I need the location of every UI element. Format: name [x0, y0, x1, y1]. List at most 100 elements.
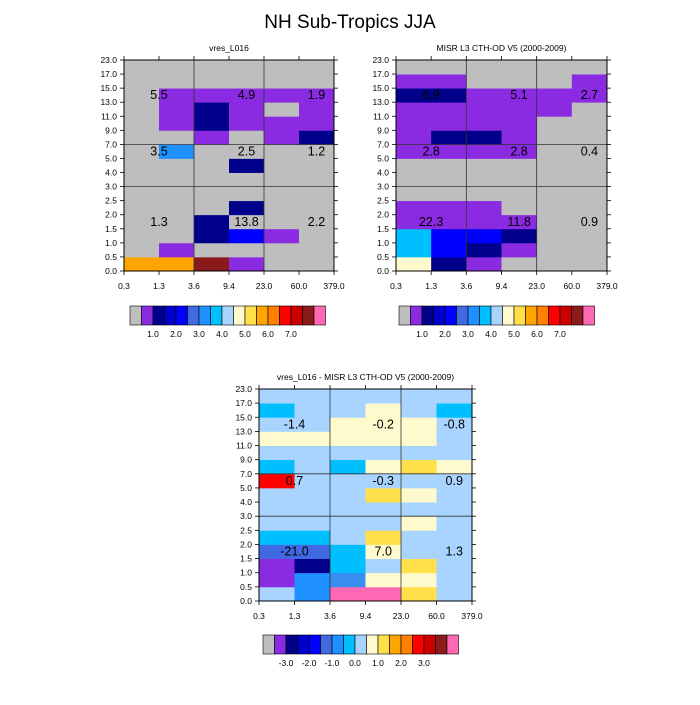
heatmap-cell [259, 459, 295, 475]
colorbar-swatch [377, 634, 390, 655]
heatmap-cell [501, 186, 538, 202]
heatmap-cell [536, 116, 573, 131]
y-tick-label: 5.0 [105, 153, 117, 163]
heatmap-cell [229, 88, 265, 103]
colorbar-swatch [400, 634, 413, 655]
heatmap-cell [431, 130, 467, 145]
heatmap-cell [431, 214, 467, 230]
colorbar-swatch [313, 305, 326, 326]
x-tick-label: 23.0 [528, 281, 545, 291]
heatmap-cell [466, 144, 502, 159]
heatmap-cell [466, 88, 502, 103]
heatmap-cell [264, 144, 300, 159]
heatmap-cell [466, 200, 502, 216]
heatmap-cell [466, 172, 502, 187]
x-tick-label: 9.4 [223, 281, 235, 291]
heatmap-cell [159, 172, 195, 187]
panel-title: vres_L016 [209, 43, 249, 53]
heatmap-cell [571, 214, 608, 230]
region-value-label: 2.8 [422, 144, 439, 158]
heatmap-cell [264, 256, 300, 272]
y-tick-label: 15.0 [235, 412, 252, 422]
heatmap-cell [330, 502, 366, 517]
heatmap-cell [299, 60, 335, 75]
heatmap-cell [159, 242, 195, 258]
colorbar-label: 6.0 [262, 329, 274, 339]
x-tick-label: 379.0 [461, 611, 483, 621]
heatmap-cell [264, 102, 300, 117]
colorbar-swatch [446, 634, 459, 655]
heatmap-cell [259, 389, 295, 404]
colorbar-swatch [354, 634, 367, 655]
heatmap-cell [436, 445, 473, 461]
heatmap-cell [259, 558, 295, 574]
heatmap-cell [159, 60, 195, 75]
colorbar-swatch [210, 305, 223, 326]
heatmap-cell [365, 544, 402, 559]
heatmap-cell [396, 172, 432, 187]
y-tick-label: 9.0 [105, 125, 117, 135]
colorbar: -3.0 -2.0 -1.0 0.0 1.0 2.0 3.0 [262, 634, 459, 668]
heatmap-cell [536, 228, 573, 244]
colorbar-swatch [467, 305, 480, 326]
heatmap-cell [436, 389, 473, 404]
x-tick-label: 1.3 [425, 281, 437, 291]
heatmap-cell [365, 417, 402, 432]
colorbar-label: 1.0 [147, 329, 159, 339]
heatmap-cell [396, 130, 432, 145]
heatmap-cell [431, 158, 467, 173]
colorbar-swatch [262, 634, 275, 655]
heatmap-cell [229, 186, 265, 202]
heatmap-cell [124, 242, 160, 258]
heatmap-cell [264, 130, 300, 145]
x-tick-label: 1.3 [289, 611, 301, 621]
heatmap-cell [124, 102, 160, 117]
heatmap-cell [365, 586, 402, 602]
colorbar-label: 7.0 [285, 329, 297, 339]
x-tick-label: 1.3 [153, 281, 165, 291]
heatmap-cell [396, 256, 432, 272]
y-tick-label: 11.0 [101, 111, 117, 121]
heatmap-cell [124, 130, 160, 145]
x-tick-label: 23.0 [393, 611, 410, 621]
heatmap-cell [571, 200, 608, 216]
colorbar-swatch [479, 305, 492, 326]
heatmap-cell [436, 502, 473, 517]
heatmap-cell [365, 473, 402, 489]
heatmap-cell [330, 389, 366, 404]
colorbar-label: 7.0 [554, 329, 566, 339]
heatmap-cell [299, 228, 335, 244]
heatmap-cell [159, 200, 195, 216]
y-tick-label: 7.0 [240, 469, 252, 479]
y-tick-label: 0.0 [105, 266, 117, 276]
region-value-label: 1.3 [150, 215, 167, 229]
colorbar-label: 3.0 [193, 329, 205, 339]
heatmap-cell [396, 102, 432, 117]
heatmap-cell [259, 431, 295, 446]
colorbar-swatch [198, 305, 211, 326]
heatmap-cell [501, 172, 538, 187]
region-value-label: 11.8 [507, 215, 530, 229]
heatmap-cell [299, 116, 335, 131]
heatmap-cell [501, 116, 538, 131]
x-tick-label: 3.6 [460, 281, 472, 291]
colorbar-swatch [536, 305, 549, 326]
heatmap-cell [299, 158, 335, 173]
heatmap-cell [431, 74, 467, 89]
heatmap-cell [194, 172, 230, 187]
heatmap-cell [571, 158, 608, 173]
heatmap-cell [124, 116, 160, 131]
y-tick-label: 1.0 [240, 568, 252, 578]
heatmap-cell [259, 502, 295, 517]
heatmap-cell [571, 116, 608, 131]
heatmap-cell [299, 130, 335, 145]
region-value-label: -0.8 [443, 417, 465, 431]
heatmap-cell [501, 242, 538, 258]
heatmap-cell [330, 417, 366, 432]
y-tick-label: 7.0 [377, 139, 389, 149]
heatmap-cell [194, 186, 230, 202]
region-value-label: 4.9 [238, 88, 255, 102]
y-tick-label: 15.0 [372, 83, 389, 93]
heatmap-cell [436, 544, 473, 559]
